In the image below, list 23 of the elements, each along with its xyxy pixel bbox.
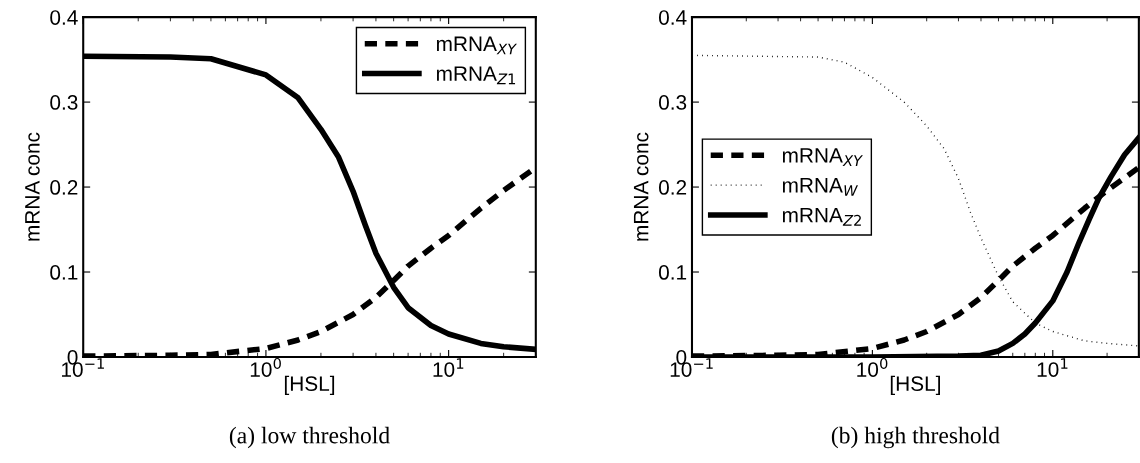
- x-tick-label: 10$^{0}$: [250, 357, 281, 377]
- x-tick-label: 10$^{1}$: [1037, 358, 1068, 377]
- y-tick-label: 0.2: [50, 180, 78, 195]
- y-tick-label: 0.3: [658, 95, 687, 110]
- x-axis-title: [HSL]: [890, 375, 940, 396]
- legend-label: mRNA$_{XY}$: [436, 36, 517, 55]
- y-axis-title: mRNA conc: [25, 132, 40, 241]
- y-tick-label: 0.1: [50, 265, 78, 280]
- text: (b) high threshold: [831, 426, 1000, 449]
- x-axis-title: [HSL]: [284, 375, 335, 396]
- legend-label: mRNA$_{Z2}$: [782, 207, 861, 226]
- y-tick-label: 0.2: [658, 180, 687, 195]
- x-tick-label: 10$^{1}$: [433, 358, 464, 377]
- legend-label: mRNA$_{W}$: [782, 178, 858, 196]
- legend-label: mRNA$_{Z1}$: [436, 66, 516, 85]
- y-tick-label: 0.4: [50, 10, 78, 25]
- y-tick-label: 0.4: [658, 10, 687, 25]
- text: (a) low threshold: [229, 426, 390, 449]
- y-tick-label: 0.1: [658, 265, 687, 280]
- legend-label: mRNA$_{XY}$: [782, 148, 863, 166]
- y-tick-label: 0.3: [50, 95, 78, 110]
- x-tick-label: 10$^{0}$: [857, 357, 888, 377]
- y-axis-title: mRNA conc: [633, 132, 649, 241]
